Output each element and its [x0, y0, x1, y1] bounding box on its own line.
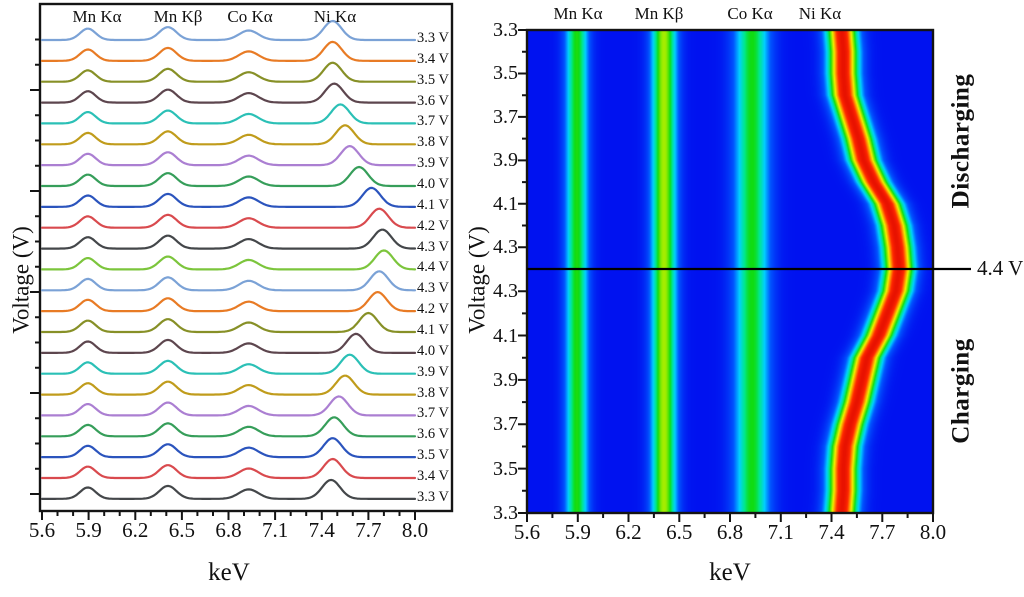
curve-voltage-label: 3.7 V: [417, 405, 449, 422]
curve-voltage-label: 4.2 V: [417, 217, 449, 234]
spectrum-curve: [40, 374, 417, 396]
spectrum-curve: [40, 311, 417, 334]
curve-voltage-label: 4.4 V: [417, 259, 449, 276]
discharging-label: Discharging: [947, 73, 975, 209]
spectrum-curve: [40, 353, 417, 375]
left-peak-label: Mn Kα: [72, 7, 122, 26]
curve-voltage-label: 4.1 V: [417, 196, 449, 213]
left-x-tick-label: 7.1: [262, 518, 289, 542]
spectrum-curve: [40, 228, 417, 250]
curve-voltage-label: 3.6 V: [417, 92, 449, 109]
spectrum-curve: [40, 124, 417, 146]
spectrum-curve: [40, 395, 417, 417]
spectrum-curve: [40, 270, 417, 292]
right-y-tick-label-discharging: 3.5: [493, 62, 518, 85]
right-x-axis-ticks: [526, 513, 934, 522]
curve-voltage-label: 4.1 V: [417, 321, 449, 338]
left-x-axis-ticks: [41, 511, 416, 520]
left-x-tick-label: 7.7: [355, 518, 382, 542]
spectrum-curve: [40, 457, 417, 480]
charging-label: Charging: [947, 338, 975, 444]
spectrum-curve: [40, 165, 417, 188]
right-y-tick-label-charging: 4.3: [493, 280, 518, 303]
spectrum-curve: [40, 19, 417, 42]
right-x-tick-label: 7.1: [767, 520, 794, 544]
spectrum-curve: [40, 103, 417, 125]
right-y-tick-label-charging: 3.7: [493, 413, 518, 436]
curve-voltage-label: 3.5 V: [417, 71, 449, 88]
right-x-tick-label: 8.0: [919, 520, 947, 544]
right-x-tick-label: 5.9: [564, 520, 591, 544]
curve-voltage-label: 4.0 V: [417, 175, 449, 192]
right-peak-label: Co Kα: [727, 4, 773, 23]
curve-voltage-label: 3.8 V: [417, 134, 449, 151]
spectrum-curve: [40, 186, 417, 208]
right-y-tick-label-charging: 4.1: [493, 324, 518, 347]
left-x-tick-label: 8.0: [401, 518, 429, 542]
left-peak-label: Mn Kβ: [153, 7, 203, 26]
left-y-axis-ticks: [30, 38, 40, 495]
left-plot-frame: [38, 2, 454, 513]
right-x-tick-label: 6.8: [716, 520, 744, 544]
spectrum-curve: [40, 40, 417, 63]
right-peak-label: Mn Kβ: [634, 4, 684, 23]
right-x-tick-label: 7.4: [818, 520, 845, 544]
left-peak-label: Ni Kα: [313, 7, 357, 26]
right-peak-label: Mn Kα: [553, 4, 603, 23]
spectrum-curve: [40, 332, 417, 354]
left-x-tick-label: 7.4: [308, 518, 335, 542]
curve-voltage-label: 3.5 V: [417, 447, 449, 464]
curve-voltage-label: 3.4 V: [417, 50, 449, 67]
cutoff-voltage-annotation: 4.4 V: [977, 256, 1024, 280]
right-x-tick-label: 6.5: [666, 520, 693, 544]
left-peak-label: Co Kα: [227, 7, 273, 26]
curve-voltage-label: 3.7 V: [417, 113, 449, 130]
spectrum-curve: [40, 249, 417, 271]
left-x-tick-label: 6.5: [168, 518, 195, 542]
right-y-tick-label-charging: 3.3: [493, 502, 518, 524]
right-y-tick-label-discharging: 3.7: [493, 105, 518, 128]
spectrum-curve: [40, 145, 417, 167]
curve-voltage-label: 3.6 V: [417, 426, 449, 443]
voltage-kev-heatmap: [527, 30, 933, 513]
spectrum-curve: [40, 207, 417, 229]
curve-voltage-label: 3.8 V: [417, 384, 449, 401]
right-x-tick-label: 7.7: [869, 520, 896, 544]
right-y-tick-label-charging: 3.9: [493, 368, 518, 391]
spectrum-curve: [40, 437, 417, 459]
curve-voltage-label: 4.2 V: [417, 301, 449, 318]
left-x-tick-label: 6.2: [122, 518, 149, 542]
left-x-tick-label: 5.6: [28, 518, 56, 542]
right-x-tick-label: 6.2: [615, 520, 642, 544]
right-y-tick-label-discharging: 3.9: [493, 149, 518, 172]
right-y-tick-label-discharging: 3.3: [493, 19, 518, 41]
spectrum-curve: [40, 291, 417, 313]
spectrum-curve: [40, 416, 417, 438]
curve-voltage-label: 4.3 V: [417, 280, 449, 297]
curve-voltage-label: 3.4 V: [417, 467, 449, 484]
curve-voltage-label: 3.3 V: [417, 30, 449, 46]
right-y-tick-label-discharging: 4.1: [493, 192, 518, 215]
right-y-tick-label-charging: 3.5: [493, 457, 518, 480]
left-y-axis-title: Voltage (V): [8, 226, 34, 334]
right-y-tick-label-discharging: 4.3: [493, 236, 518, 259]
right-plot-frame: [525, 28, 935, 515]
right-peak-label: Ni Kα: [798, 4, 842, 23]
spectrum-curve: [40, 478, 417, 500]
curve-voltage-label: 3.9 V: [417, 155, 449, 172]
curve-voltage-label: 4.3 V: [417, 238, 449, 255]
left-x-tick-label: 5.9: [75, 518, 102, 542]
right-x-tick-label: 5.6: [513, 520, 541, 544]
spectrum-curve: [40, 82, 417, 104]
curve-voltage-label: 3.9 V: [417, 363, 449, 380]
right-y-axis-ticks: [518, 29, 527, 514]
left-x-axis-title: keV: [208, 559, 250, 586]
spectrum-curve: [40, 61, 417, 83]
left-x-tick-label: 6.8: [215, 518, 242, 542]
curve-voltage-label: 3.3 V: [417, 488, 449, 505]
right-x-axis-title: keV: [709, 559, 751, 586]
curve-voltage-label: 4.0 V: [417, 342, 449, 359]
